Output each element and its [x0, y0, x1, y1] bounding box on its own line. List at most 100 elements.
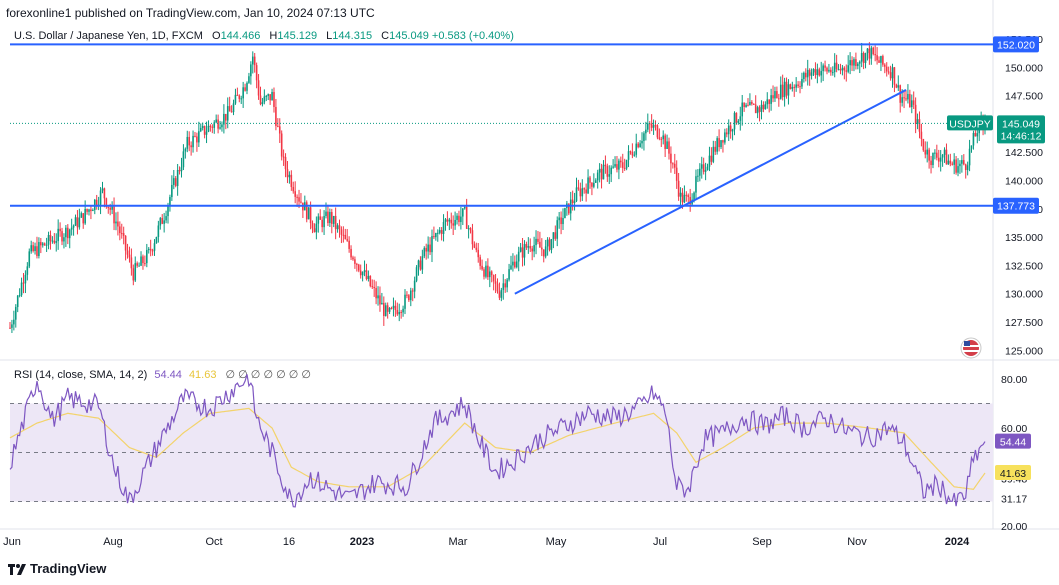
- candle: [515, 254, 518, 269]
- candle-body: [186, 136, 189, 149]
- candle: [830, 67, 832, 76]
- candle-body: [936, 152, 938, 158]
- candle-body: [487, 265, 489, 278]
- candle: [280, 130, 283, 161]
- time-tick-label: 2024: [945, 536, 970, 548]
- candle-body: [876, 55, 878, 61]
- candle-body: [271, 92, 273, 101]
- candle: [180, 157, 183, 178]
- candle-body: [448, 219, 451, 222]
- candle: [754, 95, 757, 114]
- candle: [41, 241, 44, 248]
- candle: [394, 300, 397, 317]
- candle: [546, 237, 549, 256]
- candle: [612, 159, 614, 169]
- candle-body: [506, 279, 508, 288]
- candle: [531, 245, 533, 261]
- candle: [523, 240, 526, 266]
- candle-body: [238, 95, 241, 99]
- candle-body: [858, 61, 861, 64]
- rsi-value-tag: 54.44: [1000, 437, 1026, 449]
- candle: [201, 122, 204, 131]
- candle: [88, 208, 90, 216]
- candle: [494, 273, 497, 294]
- candle-body: [442, 222, 445, 234]
- candle: [275, 98, 277, 131]
- candle-body: [905, 98, 907, 100]
- candle: [806, 59, 809, 86]
- candle: [571, 190, 574, 211]
- candle: [837, 64, 840, 71]
- candle-body: [275, 106, 277, 126]
- symbol-title: U.S. Dollar / Japanese Yen, 1D, FXCM: [14, 30, 203, 42]
- candle: [188, 131, 190, 152]
- candle-body: [533, 245, 535, 252]
- candle-body: [610, 167, 612, 175]
- candle: [55, 233, 58, 252]
- candle-body: [359, 270, 362, 276]
- candle: [386, 302, 389, 319]
- candle-body: [920, 131, 923, 139]
- candle-body: [974, 132, 977, 137]
- candle: [82, 212, 85, 229]
- candle-body: [259, 95, 262, 105]
- candle: [885, 62, 888, 77]
- close-label: C: [381, 30, 390, 42]
- candle: [822, 63, 824, 82]
- candle-body: [396, 310, 399, 315]
- candle: [864, 52, 867, 69]
- candle: [273, 87, 275, 113]
- candle: [357, 263, 360, 273]
- candle: [155, 236, 158, 244]
- candle-body: [120, 233, 123, 235]
- candle-body: [874, 54, 876, 56]
- candle-body: [577, 187, 580, 189]
- candle-body: [959, 163, 961, 167]
- candle: [253, 52, 256, 73]
- candle: [675, 160, 678, 189]
- candle: [697, 169, 699, 183]
- candle-body: [868, 48, 871, 59]
- price-tick-label: 130.000: [1005, 289, 1043, 301]
- candle-body: [103, 188, 106, 199]
- candle: [421, 249, 424, 274]
- candle-body: [438, 230, 441, 233]
- candle-body: [253, 56, 256, 66]
- candle: [438, 227, 441, 235]
- candle-body: [292, 186, 295, 192]
- candle: [153, 239, 156, 256]
- candle: [700, 156, 703, 179]
- tradingview-logo[interactable]: TradingView: [8, 561, 106, 576]
- candle-body: [300, 201, 302, 203]
- candle-body: [589, 177, 591, 183]
- candle-body: [111, 206, 113, 210]
- candle: [691, 193, 693, 206]
- candle: [770, 88, 772, 111]
- candle-body: [26, 266, 29, 275]
- candle-body: [774, 91, 776, 99]
- time-tick-label: Sep: [752, 536, 772, 548]
- candle-body: [785, 81, 788, 96]
- candle-body: [849, 60, 851, 66]
- candle: [756, 105, 759, 119]
- candle-body: [332, 215, 335, 224]
- candle: [593, 173, 595, 189]
- candle: [737, 119, 740, 125]
- candle-body: [808, 69, 811, 76]
- candle: [471, 223, 474, 250]
- candle: [205, 121, 208, 144]
- candle: [529, 238, 532, 253]
- candle: [492, 274, 495, 291]
- candle: [926, 141, 928, 163]
- candle: [652, 119, 655, 135]
- candle-body: [475, 247, 478, 250]
- candle-body: [537, 238, 539, 242]
- candle-body: [718, 138, 720, 148]
- candle-body: [614, 164, 616, 167]
- candle-body: [280, 133, 283, 157]
- candle-body: [61, 231, 63, 242]
- candle: [833, 53, 836, 78]
- candle-body: [521, 247, 524, 258]
- candle: [321, 216, 323, 233]
